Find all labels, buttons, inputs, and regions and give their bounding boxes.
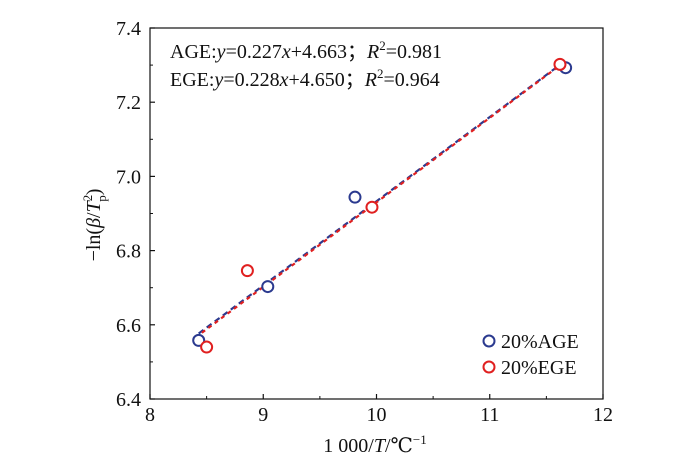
y-axis-label: −ln(β/T2p) — [80, 189, 109, 262]
y-tick-label: 6.6 — [116, 315, 141, 337]
legend-label-age: 20%AGE — [501, 331, 579, 353]
x-tick-label: 8 — [145, 404, 155, 426]
y-tick-label: 7.0 — [116, 166, 141, 188]
annotation-ege: EGE:y=0.228x+4.650；R2=0.964 — [170, 66, 440, 91]
fit-line-ege — [198, 60, 567, 337]
annotation-block: AGE:y=0.227x+4.663；R2=0.981 EGE:y=0.228x… — [170, 38, 442, 91]
legend-marker-age — [482, 334, 496, 348]
legend-item-ege: 20%EGE — [482, 357, 577, 379]
data-point-ege — [240, 264, 254, 278]
legend: 20%AGE 20%EGE — [482, 331, 579, 379]
data-point-ege — [365, 200, 379, 214]
x-tick-label: 10 — [367, 404, 387, 426]
legend-item-age: 20%AGE — [482, 331, 579, 353]
legend-label-ege: 20%EGE — [501, 357, 577, 379]
data-points — [192, 57, 573, 354]
y-tick-label: 7.4 — [116, 18, 141, 40]
x-tick-label: 12 — [593, 404, 613, 426]
annotation-age: AGE:y=0.227x+4.663；R2=0.981 — [170, 38, 442, 63]
x-axis-label: 1 000/T/℃−1 — [323, 432, 426, 457]
legend-marker-ege — [482, 360, 496, 374]
data-point-age — [348, 190, 362, 204]
x-tick-label: 9 — [258, 404, 268, 426]
y-tick-label: 6.4 — [116, 389, 141, 411]
data-point-ege — [200, 340, 214, 354]
fit-lines — [198, 59, 567, 337]
x-tick-label: 11 — [480, 404, 499, 426]
data-point-ege — [553, 57, 567, 71]
data-point-age — [261, 280, 275, 294]
y-tick-label: 7.2 — [116, 92, 141, 114]
axes: 8 9 10 11 12 6.4 6.6 6.8 7.0 7.2 7.4 — [116, 18, 613, 426]
y-tick-label: 6.8 — [116, 241, 141, 263]
